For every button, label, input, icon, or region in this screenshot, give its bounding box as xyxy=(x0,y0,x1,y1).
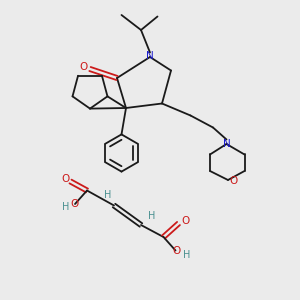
Text: H: H xyxy=(62,202,69,212)
Text: N: N xyxy=(146,51,154,62)
Text: O: O xyxy=(79,62,88,73)
Text: H: H xyxy=(148,211,155,221)
Text: O: O xyxy=(173,245,181,256)
Text: O: O xyxy=(70,199,79,209)
Text: O: O xyxy=(181,216,189,226)
Text: O: O xyxy=(229,176,238,187)
Text: O: O xyxy=(61,173,69,184)
Text: H: H xyxy=(183,250,190,260)
Text: N: N xyxy=(223,139,230,149)
Text: H: H xyxy=(104,190,112,200)
